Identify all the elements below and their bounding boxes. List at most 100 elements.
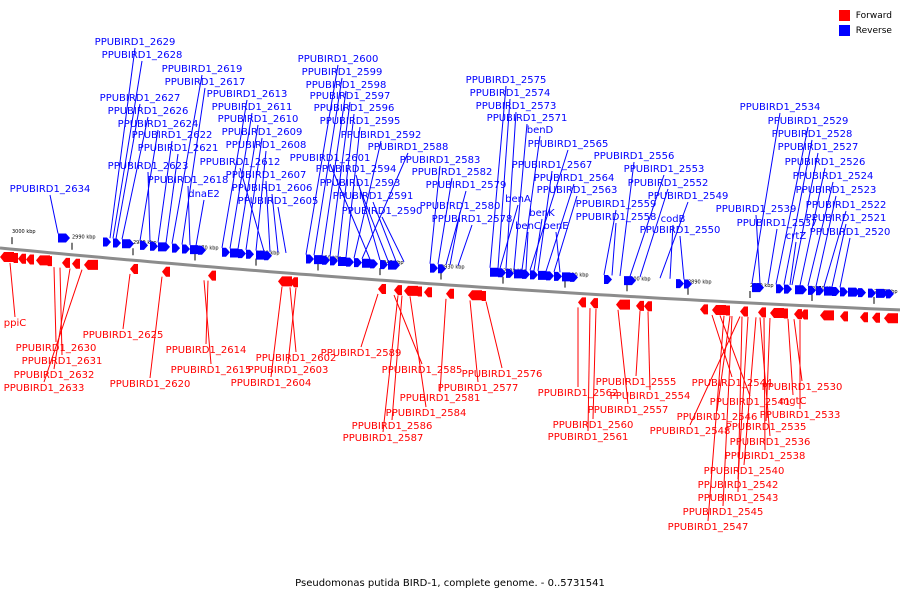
forward-label: PPUBIRD1_2576 xyxy=(462,369,543,380)
legend-forward: Forward xyxy=(838,8,892,23)
forward-gene xyxy=(478,290,486,301)
reverse-label: codB xyxy=(661,214,686,225)
reverse-gene xyxy=(182,244,190,254)
forward-leader xyxy=(759,317,771,437)
reverse-gene xyxy=(522,269,530,279)
forward-label: PPUBIRD1_2538 xyxy=(725,451,806,462)
reverse-label: PPUBIRD1_2573 xyxy=(476,101,557,112)
reverse-leader xyxy=(147,171,151,242)
forward-leader xyxy=(43,269,83,383)
reverse-label: PPUBIRD1_2611 xyxy=(212,102,293,113)
forward-label: PPUBIRD1_2555 xyxy=(596,377,677,388)
forward-label: PPUBIRD1_2603 xyxy=(248,365,329,376)
tick-label: 2930 kbp xyxy=(441,264,465,270)
reverse-gene xyxy=(322,255,330,265)
forward-gene xyxy=(378,283,386,294)
reverse-leader xyxy=(791,152,819,286)
forward-gene xyxy=(18,253,26,264)
reverse-label: PPUBIRD1_2571 xyxy=(487,113,568,124)
tick-label: 2870 kbp xyxy=(812,286,836,292)
forward-leader xyxy=(203,280,212,365)
forward-leader xyxy=(743,317,757,466)
tick-label: 2890 kbp xyxy=(688,280,712,286)
reverse-label: PPUBIRD1_2597 xyxy=(310,91,391,102)
reverse-leader xyxy=(429,165,441,264)
forward-gene xyxy=(446,288,454,299)
reverse-gene xyxy=(886,289,894,299)
reverse-gene xyxy=(150,241,158,251)
reverse-label: PPUBIRD1_2564 xyxy=(534,173,615,184)
forward-leader xyxy=(765,317,771,422)
reverse-label: PPUBIRD1_2613 xyxy=(207,89,288,100)
reverse-label: PPUBIRD1_2612 xyxy=(200,157,281,168)
reverse-leader xyxy=(831,223,847,288)
forward-label: mgtC xyxy=(780,396,807,407)
forward-label: PPUBIRD1_2625 xyxy=(83,330,164,341)
reverse-gene xyxy=(330,256,338,266)
forward-gene xyxy=(872,312,880,323)
reverse-label: PPUBIRD1_2574 xyxy=(470,88,551,99)
reverse-label: PPUBIRD1_2601 xyxy=(290,153,371,164)
reverse-leader xyxy=(513,123,528,270)
reverse-leader xyxy=(521,135,541,270)
forward-label: PPUBIRD1_2589 xyxy=(321,348,402,359)
reverse-leader xyxy=(221,99,248,248)
reverse-label: PPUBIRD1_2529 xyxy=(768,116,849,127)
forward-leader xyxy=(289,287,297,353)
reverse-leader xyxy=(237,124,259,250)
forward-label: PPUBIRD1_2560 xyxy=(553,420,634,431)
reverse-label: PPUBIRD1_2521 xyxy=(806,213,887,224)
reverse-label: PPUBIRD1_2579 xyxy=(426,180,507,191)
reverse-label: PPUBIRD1_2595 xyxy=(320,116,401,127)
reverse-leader xyxy=(271,193,279,253)
reverse-label: PPUBIRD1_2580 xyxy=(420,201,501,212)
forward-leader xyxy=(53,268,71,370)
forward-gene xyxy=(644,301,652,312)
forward-gene xyxy=(84,259,98,270)
forward-label: PPUBIRD1_2546 xyxy=(677,412,758,423)
forward-gene xyxy=(414,286,422,297)
reverse-label: PPUBIRD1_2618 xyxy=(148,175,229,186)
reverse-label: PPUBIRD1_2634 xyxy=(10,184,91,195)
forward-label: PPUBIRD1_2614 xyxy=(166,345,247,356)
reverse-gene xyxy=(752,283,764,293)
forward-leader xyxy=(592,308,597,420)
forward-leader xyxy=(391,295,403,421)
forward-label: PPUBIRD1_2557 xyxy=(588,405,669,416)
reverse-label: PPUBIRD1_2608 xyxy=(226,140,307,151)
forward-leader xyxy=(763,317,766,451)
reverse-gene xyxy=(858,288,866,298)
reverse-leader xyxy=(49,194,59,234)
forward-label: PPUBIRD1_2586 xyxy=(352,421,433,432)
forward-gene xyxy=(278,276,292,287)
reverse-label: PPUBIRD1_2609 xyxy=(222,127,303,138)
forward-leader xyxy=(360,293,379,348)
reverse-leader xyxy=(499,204,519,269)
forward-leader xyxy=(382,295,399,433)
reverse-gene xyxy=(506,268,514,278)
reverse-gene xyxy=(876,288,888,298)
forward-gene xyxy=(884,313,898,324)
reverse-leader xyxy=(789,241,797,286)
forward-swatch xyxy=(838,10,850,21)
forward-leader xyxy=(59,267,63,356)
reverse-leader xyxy=(353,140,382,259)
reverse-gene xyxy=(380,260,388,270)
reverse-gene xyxy=(103,237,111,247)
reverse-gene xyxy=(388,260,400,270)
reverse-label: PPUBIRD1_2593 xyxy=(320,178,401,189)
reverse-label: PPUBIRD1_2537 xyxy=(737,218,818,229)
reverse-label: PPUBIRD1_2621 xyxy=(138,143,219,154)
forward-label: PPUBIRD1_2554 xyxy=(610,391,691,402)
reverse-label: crtZ xyxy=(786,231,807,242)
reverse-leader xyxy=(345,126,361,258)
reverse-gene xyxy=(222,247,230,257)
reverse-leader xyxy=(823,210,847,287)
reverse-leader xyxy=(121,116,149,240)
reverse-leader xyxy=(799,167,826,286)
backbone-line xyxy=(0,246,900,312)
reverse-gene xyxy=(122,239,134,249)
reverse-leader xyxy=(239,167,265,252)
forward-leader xyxy=(793,319,803,382)
reverse-gene xyxy=(370,259,378,269)
